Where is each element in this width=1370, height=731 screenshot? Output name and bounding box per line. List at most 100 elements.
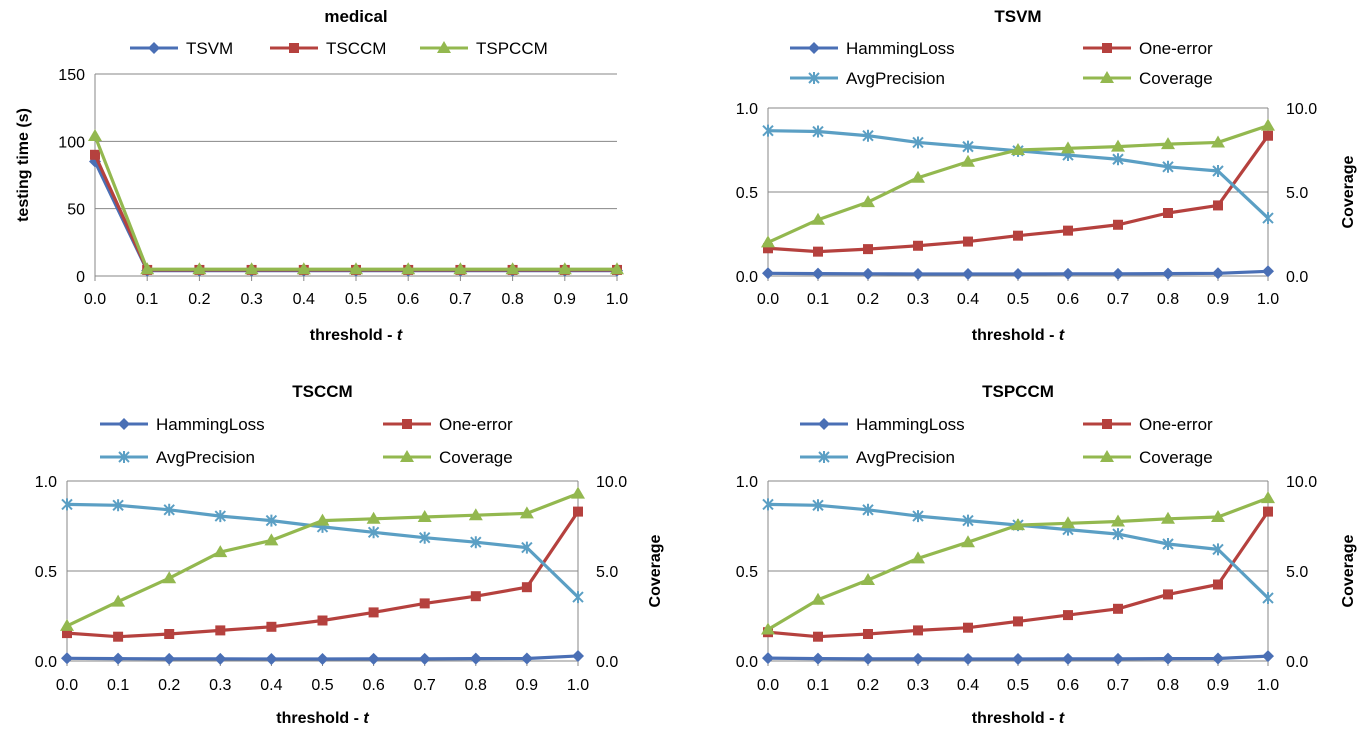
x-tick-label: 0.8 [1157,291,1179,308]
data-point [812,499,824,512]
x-tick-label: 0.6 [1057,677,1079,694]
x-axis-label: threshold - t [276,710,369,727]
y2-tick-label: 10.0 [1286,474,1317,491]
x-tick-label: 0.7 [1107,677,1129,694]
data-point [962,267,974,280]
legend-label: HammingLoss [846,39,955,58]
data-point [813,246,823,257]
data-point [265,653,278,666]
x-tick-label: 0.8 [1157,677,1179,694]
series-One-error [62,506,583,642]
legend-item: One-error [383,415,513,434]
x-tick-label: 0.7 [414,677,436,694]
data-point [913,240,923,251]
data-point [264,533,279,546]
data-point [265,514,278,527]
legend-marker [1100,71,1114,83]
x-tick-label: 1.0 [567,677,589,694]
data-point [863,629,873,639]
data-point [417,510,432,522]
data-point [164,629,175,639]
legend-item: TSPCCM [420,39,548,58]
y2-tick-label: 5.0 [596,564,618,581]
data-point [812,267,824,280]
series-Coverage [761,118,1275,248]
data-point [505,262,520,275]
legend-label: AvgPrecision [156,448,255,467]
x-tick-label: 0.3 [209,677,231,694]
data-point [573,506,583,517]
data-point [1212,652,1224,665]
legend-marker [818,418,830,430]
data-point [913,625,923,636]
chart-title: TSCCM [292,382,352,401]
data-point [1163,208,1173,218]
data-point [140,262,155,275]
y2-tick-label: 0.0 [596,654,618,671]
data-point [1161,137,1175,150]
legend-item: One-error [1083,415,1213,434]
data-point [1112,267,1124,280]
chart-tsccm: TSCCM 0.0 0.5 1.0 0.0 5.0 10.0 0.0 0.1 0.2 0.3 0.4 0… [35,382,664,727]
x-tick-label: 0.3 [907,677,929,694]
legend-label: AvgPrecision [856,448,955,467]
data-point [571,486,585,499]
y2-tick-label: 0.0 [1286,654,1308,671]
y-tick-label: 100 [58,134,85,151]
y-tick-label: 0 [76,269,85,286]
data-point [521,582,532,593]
legend-marker [808,42,820,54]
legend-item: HammingLoss [790,39,955,58]
legend-marker [400,450,414,462]
legend-label: HammingLoss [156,415,265,434]
series-line [66,492,579,628]
series-One-error [763,130,1273,257]
data-point [244,262,259,275]
data-point [401,262,416,275]
y2-axis-label: Coverage [647,534,664,607]
x-axis-label-var: t [397,327,403,344]
y2-tick-label: 5.0 [1286,564,1308,581]
data-point [572,649,584,662]
legend-marker [1102,43,1112,53]
legend-label: Coverage [439,448,513,467]
data-point [1163,589,1173,600]
data-point [349,262,363,275]
data-point [1212,267,1224,280]
legend-label: AvgPrecision [846,69,945,88]
x-axis-label-var: t [1059,710,1065,727]
data-point [317,615,328,626]
data-point [1012,267,1024,280]
x-tick-label: 0.8 [465,677,487,694]
data-point [761,235,775,248]
legend-marker [1100,450,1114,462]
legend-marker [437,41,451,53]
x-tick-label: 0.6 [1057,291,1079,308]
data-point [861,195,875,208]
y-tick-label: 0.0 [35,654,57,671]
data-point [1262,212,1274,225]
data-point [315,513,330,526]
data-point [1213,200,1223,211]
x-tick-label: 0.9 [516,677,538,694]
data-point [961,535,975,548]
y2-tick-label: 5.0 [1286,185,1308,202]
x-tick-label: 0.4 [293,291,315,308]
data-point [519,506,534,519]
data-point [813,631,823,642]
legend-label: HammingLoss [856,415,965,434]
data-point [468,508,483,521]
data-point [912,267,924,280]
y2-axis-label: Coverage [1340,534,1357,607]
x-tick-label: 0.4 [957,677,979,694]
data-point [1162,652,1174,665]
data-point [214,510,227,523]
data-point [520,652,533,665]
x-tick-label: 0.0 [757,291,779,308]
data-point [1262,650,1274,663]
data-point [761,622,775,635]
data-point [1162,538,1174,550]
legend-marker [808,72,820,84]
data-point [863,244,873,255]
legend-item: Coverage [383,448,513,467]
